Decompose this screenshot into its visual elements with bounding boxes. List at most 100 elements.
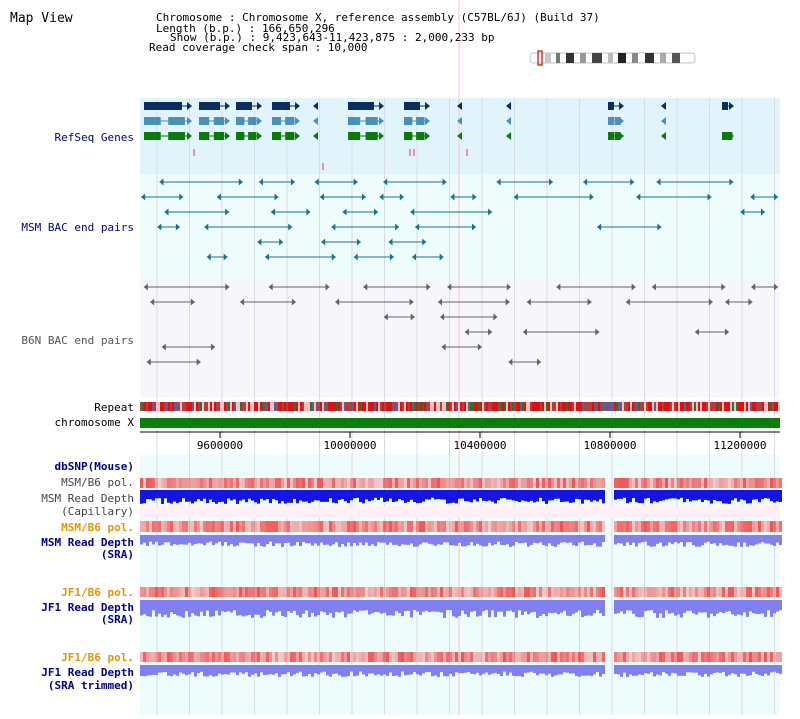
- msm-pol-segment: [578, 478, 581, 488]
- variation-tracks[interactable]: [140, 478, 782, 677]
- refseq-genes-track[interactable]: [144, 102, 734, 170]
- msm-pol-segment: [593, 478, 596, 488]
- gene-exon: [614, 117, 621, 125]
- msm-pol-sra-segment: [545, 521, 548, 532]
- jf1-depth-trimmed-segment: [410, 665, 413, 675]
- repeat-segment: [152, 402, 154, 411]
- jf1-pol-trimmed-segment: [716, 652, 719, 662]
- jf1-depth-segment: [203, 600, 206, 617]
- jf1-depth-segment: [764, 600, 767, 617]
- repeat-segment: [762, 402, 764, 411]
- jf1-pol-segment: [392, 587, 395, 597]
- jf1-pol-segment: [251, 587, 254, 597]
- msm-pol-sra-segment: [404, 521, 407, 532]
- chromosome-bar[interactable]: [140, 418, 780, 428]
- repeat-segment: [432, 402, 434, 411]
- repeat-segment: [300, 402, 302, 411]
- msm-depth-capillary-segment: [281, 490, 284, 502]
- jf1-depth-segment: [146, 600, 149, 617]
- msm-depth-sra-segment: [191, 535, 194, 546]
- jf1-pol-segment: [731, 587, 734, 597]
- msm-pol-sra-segment: [515, 521, 518, 532]
- jf1-pol-trimmed-segment: [668, 652, 671, 662]
- msm-pol-segment: [728, 478, 731, 488]
- msm-depth-sra-segment: [323, 535, 326, 545]
- jf1-depth-segment: [716, 600, 719, 614]
- jf1-depth-segment: [152, 600, 155, 611]
- msm-depth-capillary-segment: [719, 490, 722, 502]
- jf1-depth-trimmed-segment: [206, 665, 209, 677]
- repeat-segment: [232, 402, 234, 411]
- jf1-depth-segment: [491, 600, 494, 611]
- jf1-depth-segment: [512, 600, 515, 613]
- coverage-span-info: Read coverage check span : 10,000: [149, 41, 368, 54]
- jf1-pol-trimmed-segment: [749, 652, 752, 662]
- msm-pol-sra-segment: [386, 521, 389, 532]
- jf1-pol-trimmed-segment: [554, 652, 557, 662]
- jf1-depth-trimmed-segment: [368, 665, 371, 674]
- msm-depth-sra-segment: [335, 535, 338, 543]
- msm-pol-sra-segment: [740, 521, 743, 532]
- msm-depth-sra-segment: [590, 535, 593, 545]
- msm-pol-sra-segment: [641, 521, 644, 532]
- msm-depth-capillary-segment: [203, 490, 206, 499]
- jf1-pol-trimmed-segment: [329, 652, 332, 662]
- jf1-pol-trimmed-segment: [335, 652, 338, 662]
- msm-depth-sra-segment: [332, 535, 335, 545]
- msm-depth-sra-segment: [206, 535, 209, 543]
- jf1-depth-trimmed-segment: [521, 665, 524, 677]
- msm-depth-capillary-segment: [233, 490, 236, 500]
- jf1-depth-segment: [437, 600, 440, 612]
- msm-pol-segment: [338, 478, 341, 488]
- msm-depth-sra-segment: [620, 535, 623, 544]
- jf1-pol-trimmed-segment: [197, 652, 200, 662]
- repeat-segment: [456, 402, 458, 411]
- jf1-depth-trimmed-segment: [266, 665, 269, 675]
- jf1-pol-trimmed-segment: [512, 652, 515, 662]
- jf1-pol-segment: [365, 587, 368, 597]
- jf1-depth-segment: [215, 600, 218, 611]
- jf1-depth-segment: [218, 600, 221, 616]
- msm-depth-capillary-segment: [398, 490, 401, 500]
- jf1-pol-trimmed-segment: [614, 652, 617, 662]
- msm-bac-pair-end-marker: [707, 193, 712, 201]
- msm-depth-capillary-segment: [164, 490, 167, 499]
- jf1-depth-trimmed-segment: [371, 665, 374, 674]
- msm-pol-sra-segment: [323, 521, 326, 532]
- b6n-bac-end-pairs-track[interactable]: [143, 283, 778, 366]
- msm-pol-segment: [272, 478, 275, 488]
- chromosome-ideogram-icon[interactable]: [529, 50, 696, 66]
- gene-exon: [404, 132, 413, 140]
- jf1-pol-trimmed-segment: [674, 652, 677, 662]
- repeat-track[interactable]: [140, 402, 780, 411]
- repeat-segment: [316, 402, 318, 411]
- msm-depth-capillary-segment: [518, 490, 521, 503]
- gene-strand-arrow: [457, 102, 462, 110]
- msm-depth-capillary-segment: [206, 490, 209, 504]
- jf1-depth-trimmed-segment: [497, 665, 500, 675]
- jf1-pol-segment: [764, 587, 767, 597]
- jf1-depth-trimmed-segment: [434, 665, 437, 676]
- msm-pol-segment: [155, 478, 158, 488]
- jf1-pol-trimmed-segment: [374, 652, 377, 662]
- repeat-segment: [752, 402, 754, 411]
- msm-pol-sra-segment: [656, 521, 659, 532]
- jf1-pol-trimmed-segment: [338, 652, 341, 662]
- jf1-depth-trimmed-segment: [362, 665, 365, 675]
- jf1-pol-segment: [557, 587, 560, 597]
- msm-pol-sra-segment: [479, 521, 482, 532]
- msm-depth-sra-segment: [176, 535, 179, 545]
- msm-pol-sra-segment: [542, 521, 545, 532]
- msm-depth-sra-segment: [287, 535, 290, 543]
- jf1-depth-trimmed-segment: [479, 665, 482, 676]
- msm-bac-end-pairs-track[interactable]: [141, 178, 778, 261]
- gene-strand-arrow: [425, 117, 430, 125]
- jf1-depth-trimmed-segment: [668, 665, 671, 676]
- repeat-segment: [754, 402, 756, 411]
- jf1-depth-segment: [758, 600, 761, 614]
- b6n-bac-pair-end-marker: [725, 298, 730, 306]
- repeat-segment: [578, 402, 580, 411]
- msm-pol-segment: [197, 478, 200, 488]
- msm-depth-capillary-segment: [626, 490, 629, 504]
- msm-pol-sra-segment: [662, 521, 665, 532]
